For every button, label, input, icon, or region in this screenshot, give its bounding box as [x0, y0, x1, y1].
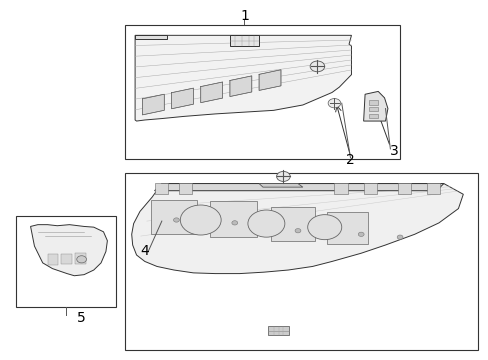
Circle shape: [327, 99, 340, 108]
Polygon shape: [154, 184, 443, 191]
Circle shape: [358, 232, 364, 237]
Polygon shape: [131, 184, 462, 274]
Circle shape: [396, 235, 402, 239]
Circle shape: [231, 221, 237, 225]
Bar: [151, 200, 197, 234]
Polygon shape: [229, 35, 259, 46]
Circle shape: [276, 171, 289, 181]
Bar: [210, 202, 256, 237]
Circle shape: [247, 210, 285, 237]
Bar: [125, 24, 399, 158]
Polygon shape: [201, 82, 222, 103]
Bar: [368, 100, 377, 105]
Bar: [267, 327, 288, 336]
Bar: [61, 253, 72, 264]
Bar: [271, 207, 314, 241]
Polygon shape: [171, 88, 193, 109]
Polygon shape: [135, 35, 166, 39]
Text: 1: 1: [240, 9, 248, 23]
Text: 5: 5: [77, 311, 86, 324]
Bar: [326, 212, 368, 244]
Bar: [154, 183, 168, 194]
Text: 2: 2: [346, 153, 354, 167]
Circle shape: [294, 229, 300, 233]
Polygon shape: [30, 225, 107, 276]
Bar: [125, 173, 477, 350]
Bar: [47, 254, 58, 265]
Bar: [368, 114, 377, 118]
Bar: [368, 107, 377, 111]
Bar: [334, 183, 347, 194]
Bar: [179, 183, 192, 194]
Polygon shape: [259, 70, 281, 90]
Polygon shape: [259, 184, 302, 187]
Bar: [363, 183, 376, 194]
Bar: [426, 183, 440, 194]
Bar: [75, 253, 85, 264]
Polygon shape: [142, 94, 164, 115]
Circle shape: [77, 256, 86, 263]
Circle shape: [180, 205, 221, 235]
Polygon shape: [229, 76, 251, 96]
Polygon shape: [363, 91, 387, 121]
Text: 3: 3: [389, 144, 398, 158]
Polygon shape: [135, 35, 351, 121]
Text: 4: 4: [140, 244, 149, 258]
Circle shape: [309, 61, 324, 72]
Bar: [16, 216, 116, 307]
Circle shape: [173, 218, 179, 222]
Circle shape: [307, 215, 341, 240]
Bar: [397, 183, 410, 194]
